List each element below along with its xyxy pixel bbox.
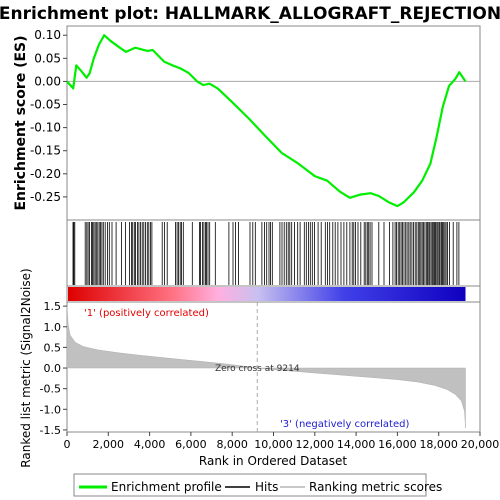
- metric-ytick-label: 1.0: [44, 321, 62, 334]
- x-tick-label: 0: [64, 438, 71, 451]
- es-ylabel: Enrichment score (ES): [13, 35, 29, 210]
- zero-cross-label: Zero cross at 9214: [215, 364, 300, 374]
- legend-frame: [73, 473, 427, 497]
- positive-label: '1' (positively correlated): [84, 308, 209, 319]
- metric-ytick-label: 0.0: [44, 362, 62, 375]
- x-tick-label: 18,000: [419, 438, 458, 451]
- x-tick-label: 6,000: [175, 438, 207, 451]
- legend-label-enrichment: Enrichment profile: [111, 480, 222, 494]
- heatbar-panel: [66, 285, 481, 303]
- legend: Enrichment profile Hits Ranking metric s…: [73, 473, 442, 497]
- metric-ytick-label: -0.5: [40, 383, 61, 396]
- x-tick-label: 14,000: [337, 438, 376, 451]
- es-ytick-label: -0.15: [30, 144, 61, 158]
- es-ytick-label: -0.20: [30, 167, 61, 181]
- es-ytick-label: -0.25: [30, 190, 61, 204]
- es-ytick-label: 0.10: [34, 28, 61, 42]
- enrichment-panel: 0.10 0.05 0.00 -0.05 -0.10 -0.15 -0.20 -0.25 En…: [13, 25, 481, 221]
- es-ytick-label: 0.00: [34, 74, 61, 88]
- es-ytick-label: -0.05: [30, 98, 61, 112]
- x-tick-label: 8,000: [216, 438, 248, 451]
- x-tick-label: 4,000: [134, 438, 166, 451]
- es-ytick-label: -0.10: [30, 121, 61, 135]
- legend-label-hits: Hits: [255, 480, 278, 494]
- legend-label-ranking: Ranking metric scores: [309, 480, 442, 494]
- ranked-metric-panel: 1.5 1.0 0.5 0.0 -0.5 -1.0 -1.5 0 2,000 4,000 6,00…: [19, 268, 499, 467]
- enrichment-profile-line: [66, 34, 467, 208]
- metric-ytick-label: -1.5: [40, 424, 61, 437]
- negative-label: '3' (negatively correlated): [280, 419, 409, 430]
- x-tick-label: 2,000: [93, 438, 125, 451]
- metric-ytick-label: 1.5: [44, 300, 62, 313]
- x-axis-label: Rank in Ordered Dataset: [199, 454, 347, 468]
- metric-ylabel: Ranked list metric (Signal2Noise): [19, 268, 33, 467]
- heatbar-gradient: [68, 287, 466, 301]
- chart-title: Enrichment plot: HALLMARK_ALLOGRAFT_REJE…: [0, 4, 500, 24]
- metric-ytick-label: 0.5: [44, 341, 62, 354]
- x-tick-label: 16,000: [378, 438, 417, 451]
- metric-ytick-label: -1.0: [40, 403, 61, 416]
- x-tick-label: 10,000: [254, 438, 293, 451]
- enrichment-plot-area: [66, 25, 481, 221]
- hits-panel: [66, 219, 481, 287]
- ranking-metric-area: [66, 306, 466, 428]
- es-ytick-label: 0.05: [34, 51, 61, 65]
- x-tick-label: 12,000: [296, 438, 335, 451]
- x-tick-label: 20,000: [461, 438, 500, 451]
